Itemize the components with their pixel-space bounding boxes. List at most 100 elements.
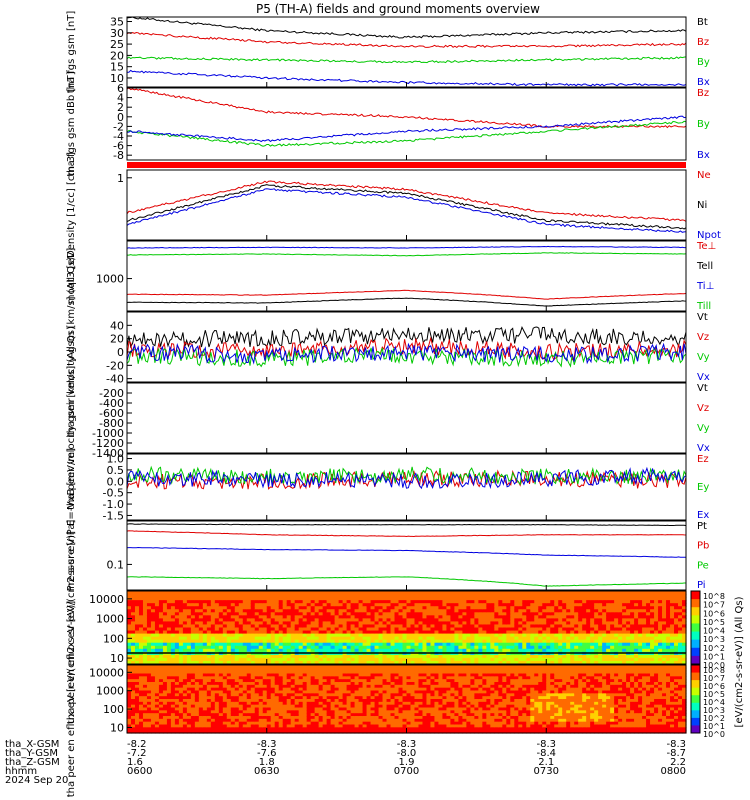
spectrogram-cell: [366, 600, 372, 604]
spectrogram-cell: [178, 591, 184, 595]
spectrogram-cell: [238, 707, 244, 711]
spectrogram-cell: [302, 600, 308, 604]
spectrogram-cell: [554, 597, 559, 601]
spectrogram-cell: [238, 676, 244, 680]
spectrogram-cell: [406, 606, 412, 610]
spectrogram-cell: [522, 615, 527, 619]
spectrogram-cell: [518, 627, 523, 632]
spectrogram-cell: [230, 693, 236, 697]
spectrogram-cell: [634, 636, 639, 641]
spectrogram-cell: [358, 696, 364, 700]
spectrogram-cell: [222, 670, 228, 675]
spectrogram-cell: [146, 721, 152, 726]
spectrogram-cell: [254, 682, 260, 686]
spectrogram-cell: [402, 627, 408, 632]
spectrogram-cell: [222, 665, 228, 669]
spectrogram-cell: [450, 654, 456, 659]
spectrogram-cell: [574, 654, 579, 659]
spectrogram-cell: [462, 609, 467, 613]
spectrogram-cell: [174, 679, 180, 683]
spectrogram-cell: [494, 633, 499, 638]
spectrogram-cell: [210, 618, 216, 623]
spectrogram-cell: [410, 660, 416, 665]
spectrogram-cell: [390, 639, 396, 644]
spectrogram-cell: [226, 670, 232, 675]
spectrogram-cell: [678, 630, 683, 635]
spectrogram-cell: [330, 676, 336, 680]
spectrogram-cell: [322, 603, 328, 607]
spectrogram-cell: [154, 615, 160, 619]
spectrogram-cell: [254, 727, 260, 731]
spectrogram-cell: [298, 699, 304, 703]
spectrogram-cell: [250, 654, 256, 659]
spectrogram-cell: [470, 645, 475, 650]
spectrogram-cell: [338, 690, 344, 694]
spectrogram-cell: [127, 624, 132, 629]
spectrogram-cell: [326, 721, 332, 726]
spectrogram-cell: [334, 687, 340, 692]
spectrogram-cell: [298, 648, 304, 653]
spectrogram-cell: [182, 718, 188, 723]
spectrogram-cell: [134, 633, 140, 638]
spectrogram-cell: [194, 667, 200, 672]
spectrogram-cell: [290, 621, 296, 626]
spectrogram-cell: [522, 603, 527, 607]
spectrogram-cell: [558, 627, 563, 632]
spectrogram-cell: [194, 591, 200, 595]
spectrogram-cell: [358, 724, 364, 728]
trace-Bz: [126, 87, 687, 129]
spectrogram-cell: [258, 591, 264, 595]
spectrogram-cell: [282, 730, 288, 734]
spectrogram-cell: [566, 606, 571, 610]
spectrogram-cell: [158, 693, 164, 697]
spectrogram-cell: [278, 676, 284, 680]
spectrogram-cell: [238, 600, 244, 604]
spectrogram-cell: [234, 713, 240, 717]
spectrogram-cell: [234, 594, 240, 598]
spectrogram-cell: [146, 696, 152, 700]
spectrogram-cell: [282, 665, 288, 669]
spectrogram-cell: [266, 718, 272, 723]
spectrogram-cell: [358, 591, 364, 595]
spectrogram-cell: [390, 624, 396, 629]
spectrogram-cell: [198, 707, 204, 711]
spectrogram-cell: [422, 630, 428, 635]
spectrogram-cell: [682, 642, 687, 647]
spectrogram-cell: [282, 621, 288, 626]
spectrogram-cell: [194, 594, 200, 598]
spectrogram-cell: [458, 660, 463, 665]
spectrogram-cell: [526, 636, 531, 641]
spectrogram-cell: [354, 707, 360, 711]
spectrogram-cell: [290, 612, 296, 616]
spectrogram-cell: [338, 727, 344, 731]
spectrogram-cell: [326, 667, 332, 672]
spectrogram-cell: [354, 713, 360, 717]
spectrogram-cell: [306, 679, 312, 683]
spectrogram-cell: [462, 624, 467, 629]
spectrogram-cell: [286, 724, 292, 728]
spectrogram-cell: [278, 603, 284, 607]
spectrogram-cell: [338, 693, 344, 697]
spectrogram-cell: [134, 597, 140, 601]
spectrogram-cell: [218, 667, 224, 672]
spectrogram-cell: [510, 618, 515, 623]
spectrogram-cell: [218, 710, 224, 714]
spectrogram-cell: [454, 636, 459, 641]
spectrogram-cell: [142, 693, 148, 697]
spectrogram-cell: [346, 606, 352, 610]
spectrogram-cell: [198, 627, 204, 632]
y-tick-label: 100: [103, 632, 124, 645]
spectrogram-cell: [294, 721, 300, 726]
spectrogram-cell: [646, 621, 651, 626]
spectrogram-cell: [546, 627, 551, 632]
legend-Bx: Bx: [697, 77, 710, 88]
spectrogram-cell: [662, 603, 667, 607]
spectrogram-cell: [386, 624, 392, 629]
spectrogram-cell: [446, 639, 452, 644]
spectrogram-cell: [422, 609, 428, 613]
spectrogram-cell: [574, 609, 579, 613]
spectrogram-cell: [330, 621, 336, 626]
spectrogram-cell: [194, 654, 200, 659]
